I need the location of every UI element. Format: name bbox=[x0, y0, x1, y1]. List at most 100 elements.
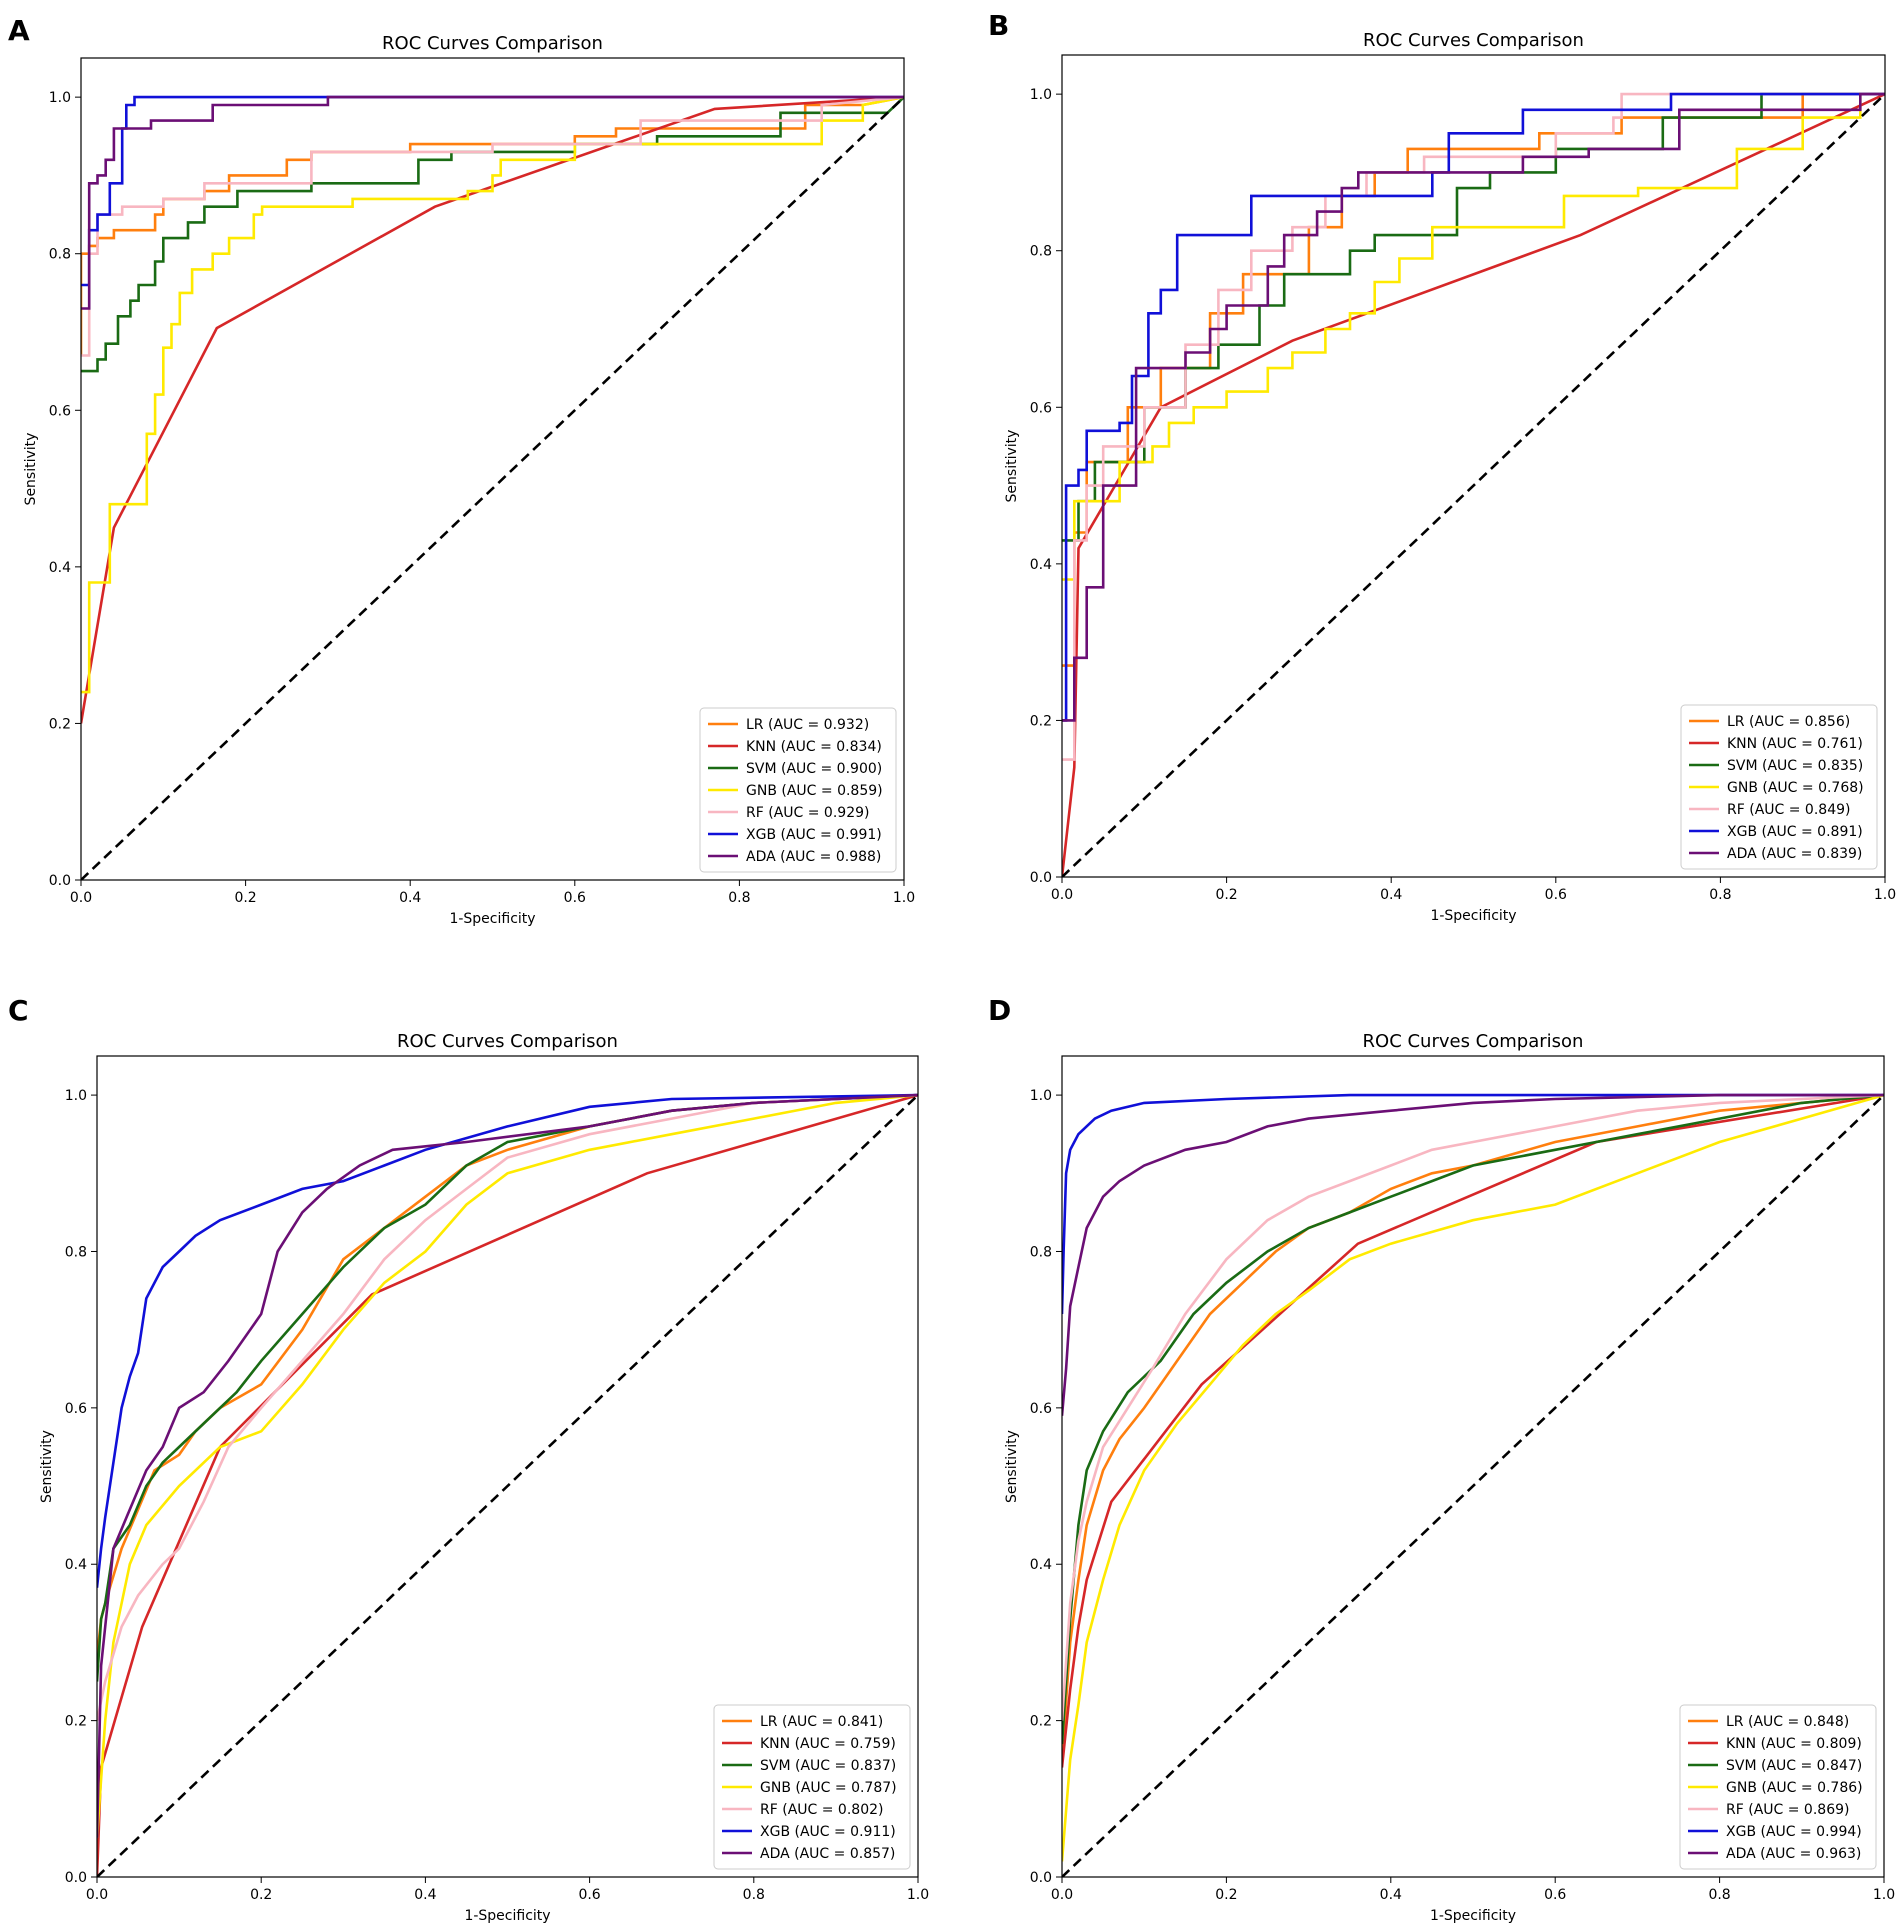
x-tick-label: 0.4 bbox=[414, 1887, 436, 1903]
x-tick-label: 0.4 bbox=[1380, 887, 1402, 903]
plot-frame bbox=[80, 57, 905, 881]
series-line-gnb bbox=[1062, 92, 1885, 581]
series-line-ada bbox=[1062, 1093, 1884, 1416]
panel-letter: A bbox=[8, 14, 30, 47]
y-tick-label: 0.0 bbox=[49, 873, 71, 889]
chart-title: ROC Curves Comparison bbox=[1363, 30, 1584, 51]
curves bbox=[1062, 92, 1885, 877]
curves bbox=[97, 1093, 918, 1877]
series-line-gnb bbox=[81, 95, 904, 694]
y-axis-label: Sensitivity bbox=[1004, 1430, 1020, 1503]
roc-panel-c: C ROC Curves Comparison 0.0 0.2 0.4 0.6 0.8 1.0… bbox=[8, 994, 929, 1924]
y-tick-label: 0.0 bbox=[1030, 1870, 1052, 1886]
legend-box bbox=[713, 1704, 911, 1870]
series-line-xgb bbox=[1062, 92, 1885, 722]
series-line-knn bbox=[81, 95, 904, 724]
legend-entry: KNN (AUC = 0.761) bbox=[1727, 736, 1863, 752]
plot-frame bbox=[1061, 54, 1886, 878]
x-tick-label: 0.8 bbox=[1708, 1887, 1730, 1903]
legend-entry: KNN (AUC = 0.834) bbox=[746, 739, 882, 755]
series-line-gnb bbox=[1062, 1093, 1884, 1862]
chance-diagonal bbox=[1062, 93, 1885, 877]
y-tick-label: 0.2 bbox=[1030, 713, 1052, 729]
series-line-rf bbox=[1062, 1093, 1884, 1721]
y-tick-label: 0.4 bbox=[1030, 1557, 1052, 1573]
y-tick-label: 0.4 bbox=[1030, 557, 1052, 573]
x-tick-label: 1.0 bbox=[1873, 1887, 1895, 1903]
y-tick-label: 0.4 bbox=[49, 560, 71, 576]
roc-panel-a: A ROC Curves Comparison 0.0 0.2 0.4 0.6 0.8 1.0… bbox=[8, 14, 915, 927]
y-tick-label: 0.2 bbox=[1030, 1714, 1052, 1730]
x-tick-label: 0.2 bbox=[1215, 1887, 1237, 1903]
y-axis-label: Sensitivity bbox=[23, 433, 39, 506]
legend-entry: RF (AUC = 0.929) bbox=[746, 805, 869, 821]
y-tick-label: 0.8 bbox=[1030, 1244, 1052, 1260]
series-line-svm bbox=[81, 96, 904, 373]
x-axis-label: 1-Specificity bbox=[464, 1908, 550, 1924]
curves bbox=[1062, 1093, 1884, 1877]
legend-entry: GNB (AUC = 0.786) bbox=[1726, 1780, 1863, 1796]
y-tick-label: 0.2 bbox=[49, 716, 71, 732]
plot-frame bbox=[96, 1055, 919, 1878]
legend-entry: LR (AUC = 0.856) bbox=[1727, 714, 1850, 730]
legend-entry: ADA (AUC = 0.963) bbox=[1726, 1846, 1861, 1862]
legend-entry: LR (AUC = 0.932) bbox=[746, 717, 869, 733]
x-tick-label: 0.2 bbox=[1215, 887, 1237, 903]
legend-entry: ADA (AUC = 0.857) bbox=[760, 1846, 895, 1862]
legend-entry: SVM (AUC = 0.835) bbox=[1727, 758, 1863, 774]
x-axis-label: 1-Specificity bbox=[449, 911, 535, 927]
y-tick-label: 0.8 bbox=[65, 1244, 87, 1260]
legend-entry: SVM (AUC = 0.837) bbox=[760, 1758, 896, 1774]
series-line-xgb bbox=[1062, 1093, 1884, 1315]
panel-letter: C bbox=[8, 994, 29, 1027]
y-tick-label: 0.8 bbox=[1030, 244, 1052, 260]
series-line-xgb bbox=[81, 95, 904, 287]
panel-letter: B bbox=[988, 9, 1009, 42]
chance-diagonal bbox=[1062, 1094, 1884, 1877]
series-line-ada bbox=[1062, 92, 1885, 722]
series-line-lr bbox=[97, 1093, 918, 1659]
legend: LR (AUC = 0.841) KNN (AUC = 0.759) SVM (AU… bbox=[713, 1704, 911, 1870]
x-tick-label: 0.6 bbox=[1545, 887, 1567, 903]
y-tick-label: 0.6 bbox=[65, 1401, 87, 1417]
roc-panel-b: B ROC Curves Comparison 0.0 0.2 0.4 0.6 0.8 1.0… bbox=[988, 9, 1896, 924]
legend-entry: XGB (AUC = 0.891) bbox=[1727, 824, 1863, 840]
series-line-xgb bbox=[97, 1093, 918, 1588]
y-tick-label: 0.2 bbox=[65, 1714, 87, 1730]
legend-entry: XGB (AUC = 0.991) bbox=[746, 827, 882, 843]
legend-entry: RF (AUC = 0.849) bbox=[1727, 802, 1850, 818]
x-tick-label: 0.4 bbox=[1380, 1887, 1402, 1903]
x-tick-label: 0.0 bbox=[1051, 1887, 1073, 1903]
x-tick-label: 0.8 bbox=[1709, 887, 1731, 903]
roc-panel-d: D ROC Curves Comparison 0.0 0.2 0.4 0.6 0.8 1.0… bbox=[988, 994, 1895, 1924]
legend-entry: XGB (AUC = 0.994) bbox=[1726, 1824, 1862, 1840]
series-line-rf bbox=[81, 95, 904, 357]
x-tick-label: 0.6 bbox=[1544, 1887, 1566, 1903]
legend-box bbox=[1679, 1704, 1877, 1870]
x-tick-label: 0.0 bbox=[86, 1887, 108, 1903]
x-tick-label: 0.0 bbox=[70, 890, 92, 906]
series-line-rf bbox=[1062, 92, 1885, 761]
legend-entry: GNB (AUC = 0.859) bbox=[746, 783, 883, 799]
x-tick-label: 0.4 bbox=[399, 890, 421, 906]
legend-entry: RF (AUC = 0.802) bbox=[760, 1802, 883, 1818]
legend-box bbox=[699, 707, 897, 873]
x-tick-label: 0.8 bbox=[743, 1887, 765, 1903]
chart-title: ROC Curves Comparison bbox=[397, 1031, 618, 1052]
legend: LR (AUC = 0.856) KNN (AUC = 0.761) SVM (AU… bbox=[1680, 704, 1878, 870]
y-tick-label: 1.0 bbox=[1030, 1088, 1052, 1104]
chance-diagonal bbox=[97, 1094, 918, 1877]
chance-diagonal bbox=[81, 96, 904, 880]
legend-box bbox=[1680, 704, 1878, 870]
y-tick-label: 0.0 bbox=[1030, 870, 1052, 886]
x-tick-label: 0.6 bbox=[578, 1887, 600, 1903]
legend-entry: KNN (AUC = 0.759) bbox=[760, 1736, 896, 1752]
legend-entry: LR (AUC = 0.848) bbox=[1726, 1714, 1849, 1730]
plot-frame bbox=[1061, 1055, 1885, 1878]
series-line-ada bbox=[81, 95, 904, 310]
y-tick-label: 1.0 bbox=[1030, 87, 1052, 103]
chart-title: ROC Curves Comparison bbox=[1363, 1031, 1584, 1052]
legend-entry: SVM (AUC = 0.847) bbox=[1726, 1758, 1862, 1774]
legend-entry: SVM (AUC = 0.900) bbox=[746, 761, 882, 777]
